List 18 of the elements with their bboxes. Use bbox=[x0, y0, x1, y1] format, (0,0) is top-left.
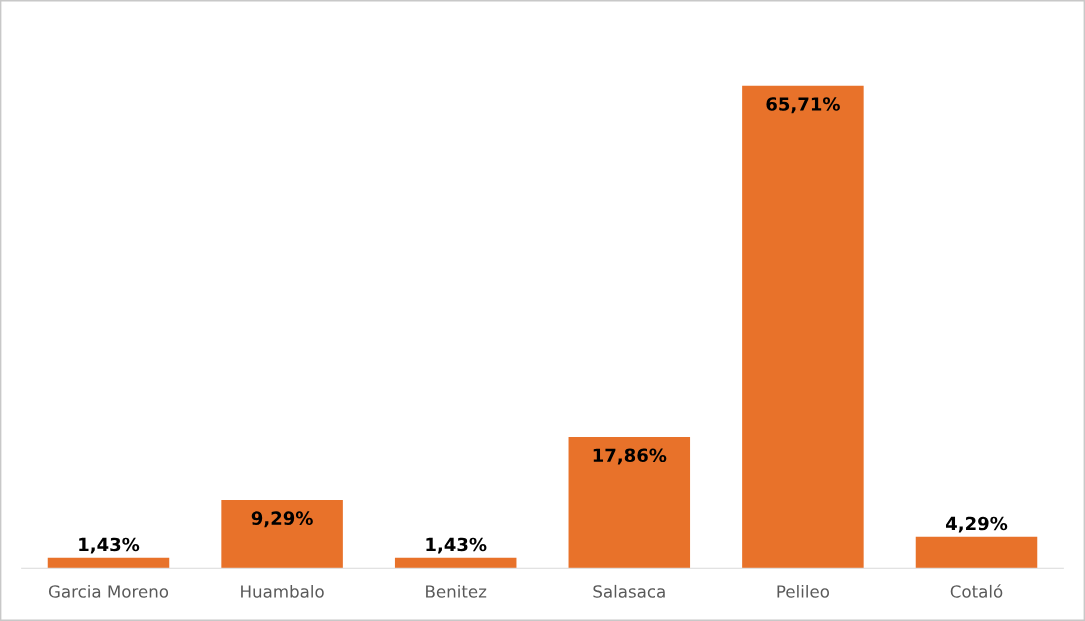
x-tick-label: Benitez bbox=[426, 584, 487, 598]
data-label: 9,29% bbox=[251, 511, 313, 528]
data-label: 1,43% bbox=[426, 537, 487, 554]
bar bbox=[568, 437, 691, 569]
x-tick-label: Cotaló bbox=[950, 584, 1003, 598]
bar bbox=[915, 536, 1038, 569]
bar bbox=[47, 557, 170, 569]
data-label: 65,71% bbox=[766, 97, 840, 114]
bar bbox=[221, 500, 343, 569]
x-tick-label: Pelileo bbox=[777, 584, 830, 598]
x-tick-label: Huambalo bbox=[241, 584, 324, 598]
data-label: 4,29% bbox=[945, 516, 1008, 533]
bar bbox=[394, 557, 517, 569]
data-label: 1,43% bbox=[79, 537, 140, 554]
data-label: 17,86% bbox=[593, 448, 667, 465]
x-tick-label: Garcia Moreno bbox=[48, 584, 169, 598]
bar bbox=[742, 85, 864, 569]
x-tick-label: Salasaca bbox=[593, 584, 665, 598]
